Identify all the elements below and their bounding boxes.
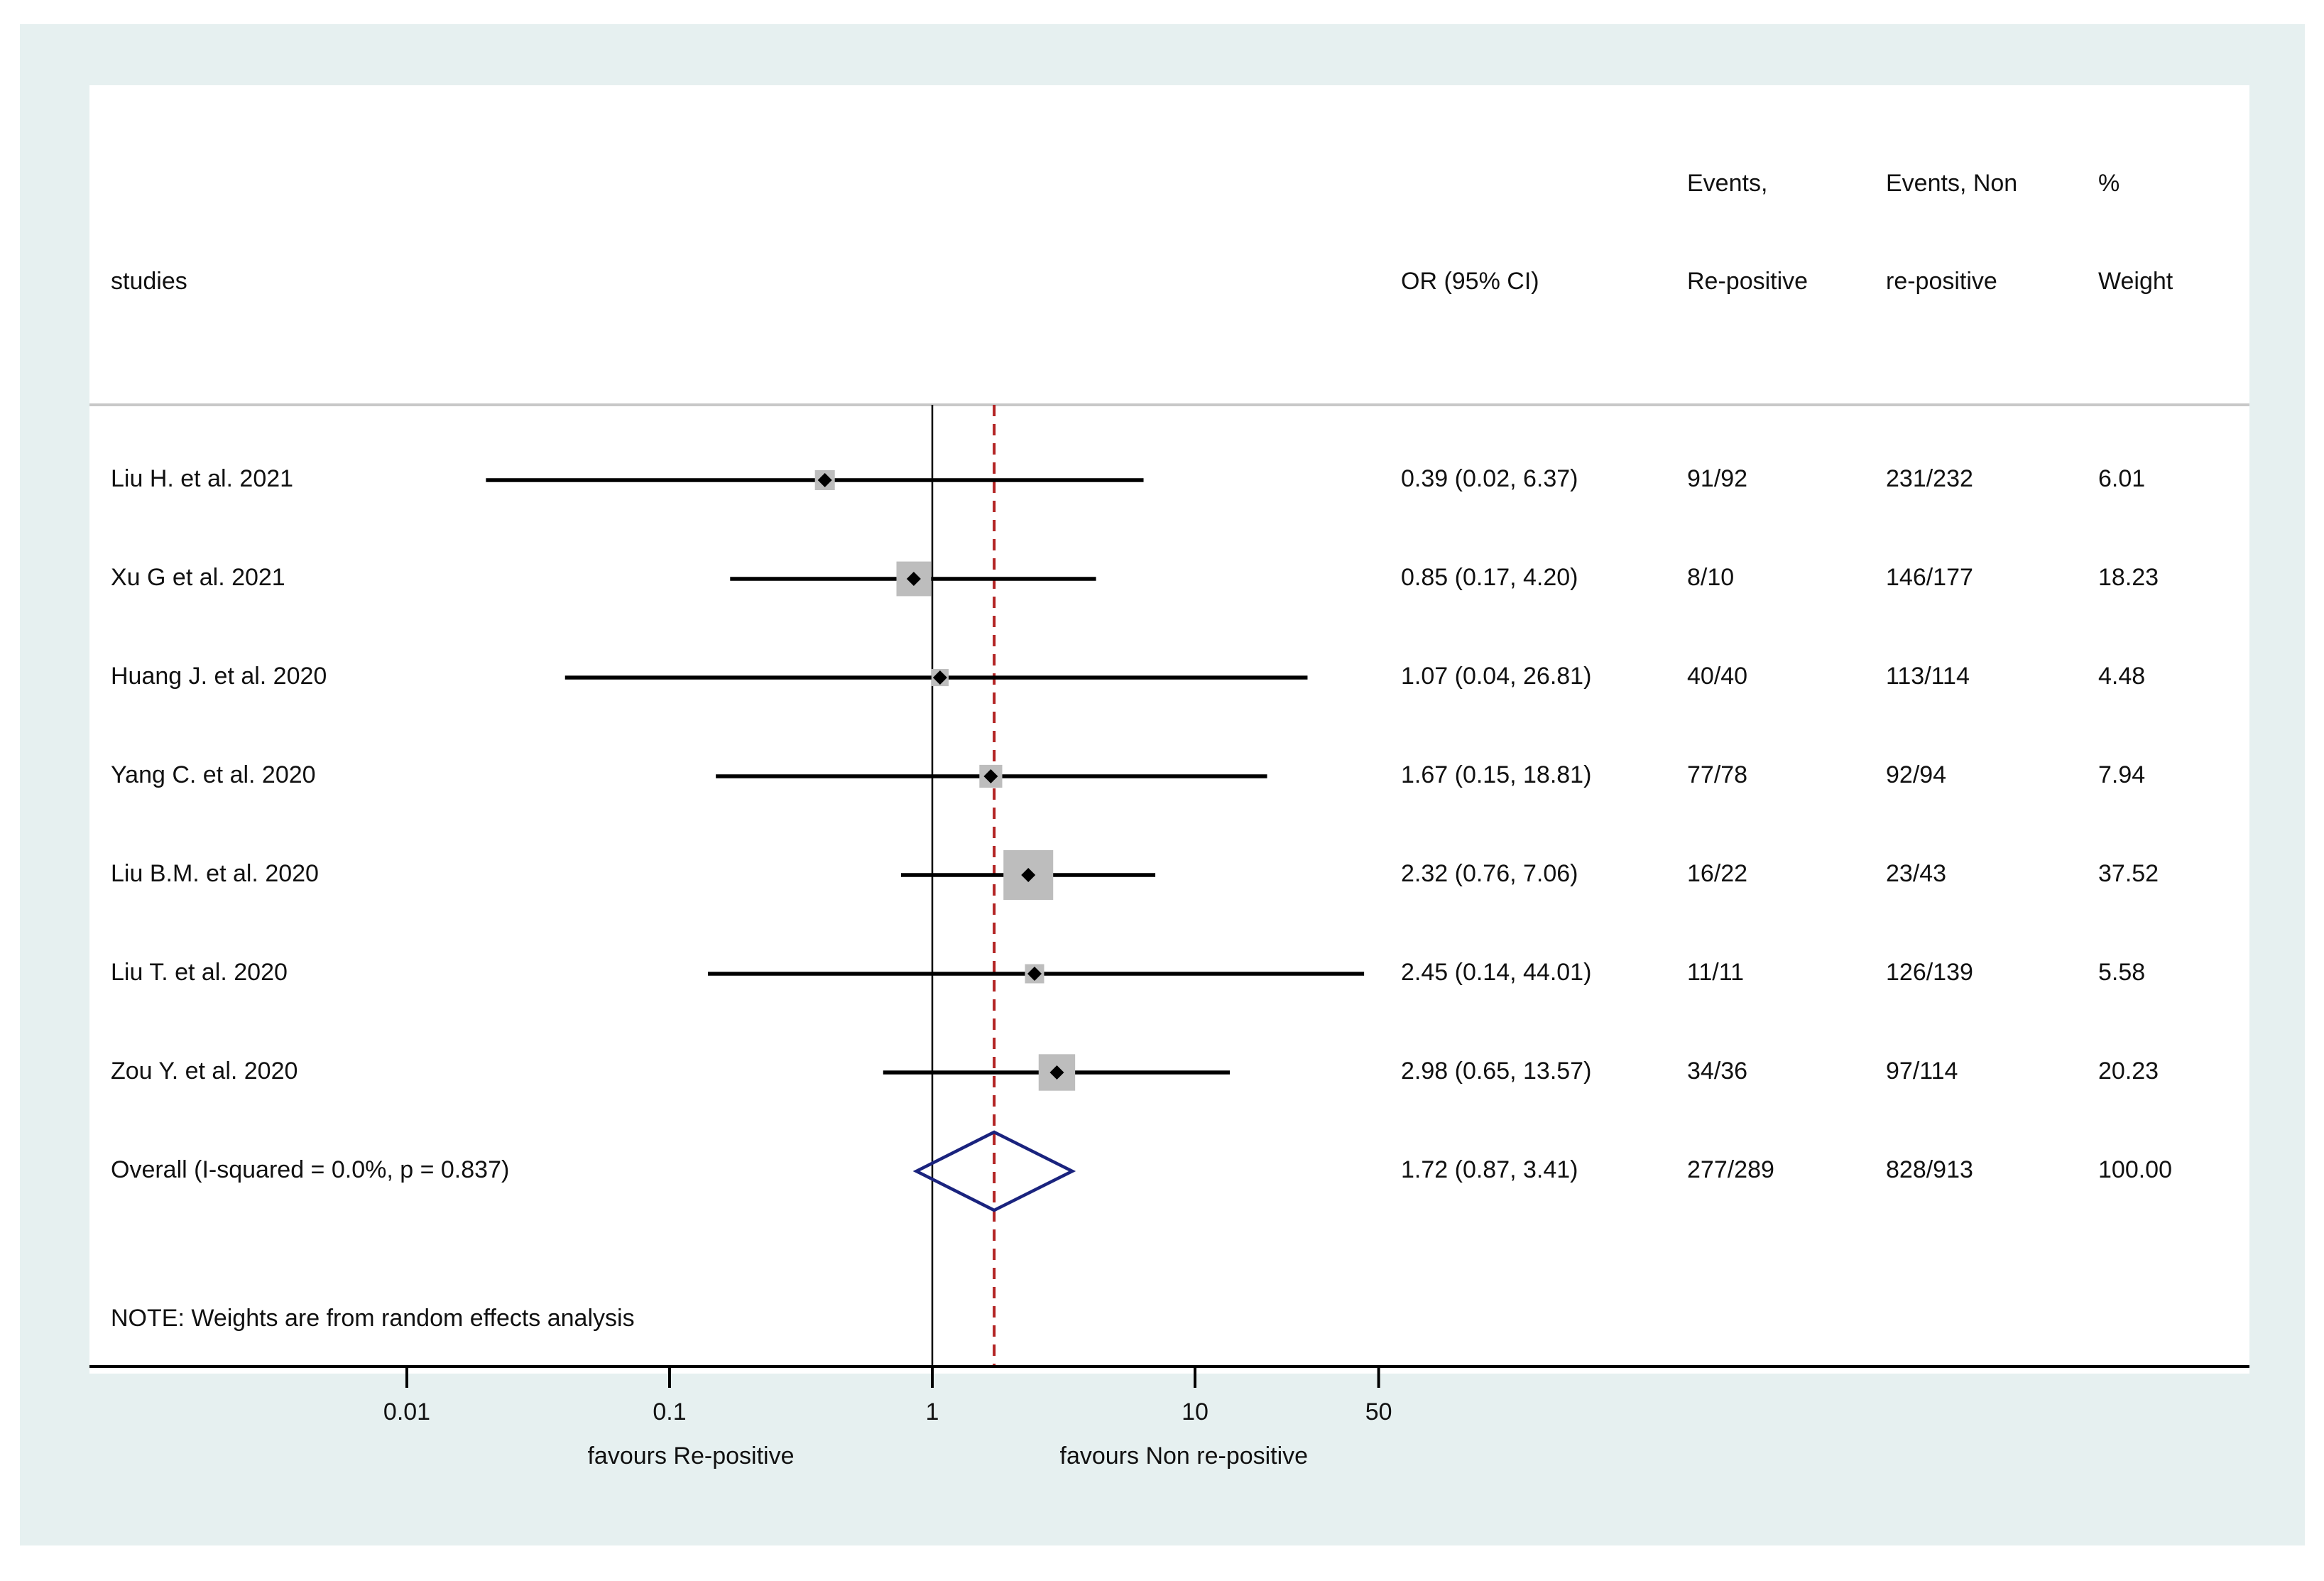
point-estimate [983, 769, 998, 783]
weight-value: 4.48 [2098, 663, 2145, 690]
events-repositive: 11/11 [1687, 959, 1744, 986]
header-or: OR (95% CI) [1401, 268, 1539, 295]
events-repositive: 77/78 [1687, 761, 1747, 788]
events-non-repositive: 92/94 [1886, 761, 1946, 788]
weight-value: 20.23 [2098, 1058, 2159, 1085]
study-name: Zou Y. et al. 2020 [111, 1058, 298, 1085]
plot-panel [89, 85, 2249, 1374]
or-ci-value: 2.98 (0.65, 13.57) [1401, 1058, 1591, 1085]
events-non-repositive: 126/139 [1886, 959, 1973, 986]
overall-events-repositive: 277/289 [1687, 1156, 1774, 1183]
header-events-non-line2: re-positive [1886, 268, 1997, 295]
header-studies: studies [111, 268, 187, 295]
x-tick-label: 0.1 [653, 1398, 686, 1425]
weight-value: 37.52 [2098, 860, 2159, 887]
overall-diamond [912, 1130, 1076, 1212]
study-name: Liu T. et al. 2020 [111, 959, 288, 986]
header-weight-line1: % [2098, 170, 2120, 197]
events-repositive: 91/92 [1687, 465, 1747, 492]
favours-right-label: favours Non re-positive [1060, 1443, 1309, 1469]
or-ci-value: 2.45 (0.14, 44.01) [1401, 959, 1591, 986]
weights-note: NOTE: Weights are from random effects an… [111, 1305, 635, 1332]
header-weight-line2: Weight [2098, 268, 2173, 295]
x-tick-label: 0.01 [383, 1398, 430, 1425]
events-repositive: 40/40 [1687, 663, 1747, 690]
or-ci-value: 0.39 (0.02, 6.37) [1401, 465, 1578, 492]
events-non-repositive: 23/43 [1886, 860, 1946, 887]
or-ci-value: 1.67 (0.15, 18.81) [1401, 761, 1591, 788]
events-repositive: 16/22 [1687, 860, 1747, 887]
header-events-repositive-line2: Re-positive [1687, 268, 1808, 295]
weight-value: 18.23 [2098, 564, 2159, 591]
overall-events-non-repositive: 828/913 [1886, 1156, 1973, 1183]
overall-label: Overall (I-squared = 0.0%, p = 0.837) [111, 1156, 509, 1183]
events-non-repositive: 113/114 [1886, 663, 1970, 690]
x-tick-label: 1 [926, 1398, 939, 1425]
or-ci-value: 0.85 (0.17, 4.20) [1401, 564, 1578, 591]
weight-value: 5.58 [2098, 959, 2145, 986]
figure-frame: studies OR (95% CI) Events, Re-positive Even… [20, 24, 2305, 1545]
events-non-repositive: 97/114 [1886, 1058, 1958, 1085]
study-name: Liu B.M. et al. 2020 [111, 860, 319, 887]
point-estimate [906, 572, 921, 586]
events-non-repositive: 146/177 [1886, 564, 1973, 591]
overall-or-ci: 1.72 (0.87, 3.41) [1401, 1156, 1578, 1183]
forest-plot: studies OR (95% CI) Events, Re-positive Even… [89, 85, 2249, 1469]
study-name: Huang J. et al. 2020 [111, 663, 327, 690]
overall-weight: 100.00 [2098, 1156, 2172, 1183]
study-name: Yang C. et al. 2020 [111, 761, 316, 788]
header-events-repositive-line1: Events, [1687, 170, 1767, 197]
study-name: Xu G et al. 2021 [111, 564, 285, 591]
point-estimate [1049, 1065, 1064, 1080]
events-repositive: 8/10 [1687, 564, 1734, 591]
point-estimate [817, 473, 832, 487]
weight-value: 7.94 [2098, 761, 2145, 788]
study-name: Liu H. et al. 2021 [111, 465, 293, 492]
x-tick-label: 50 [1365, 1398, 1392, 1425]
point-estimate [1021, 868, 1036, 882]
weight-value: 6.01 [2098, 465, 2145, 492]
or-ci-value: 1.07 (0.04, 26.81) [1401, 663, 1591, 690]
or-ci-value: 2.32 (0.76, 7.06) [1401, 860, 1578, 887]
point-estimate [932, 670, 947, 685]
header-events-non-line1: Events, Non [1886, 170, 2017, 197]
x-tick-label: 10 [1182, 1398, 1209, 1425]
point-estimate [1027, 967, 1042, 981]
events-repositive: 34/36 [1687, 1058, 1747, 1085]
events-non-repositive: 231/232 [1886, 465, 1973, 492]
favours-left-label: favours Re-positive [587, 1443, 794, 1469]
